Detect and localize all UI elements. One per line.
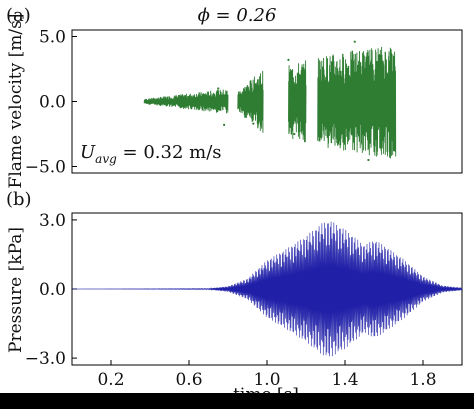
flame-velocity-segment (317, 46, 397, 159)
flame-velocity-peak (367, 158, 370, 162)
panel-b-xtick-label: 0.6 (175, 370, 202, 390)
panel-b-ytick-label: 3.0 (39, 211, 66, 231)
flame-velocity-segment (143, 89, 229, 114)
flame-velocity-segment (237, 70, 264, 133)
flame-velocity-peak (353, 40, 356, 43)
annotation-subscript: avg (95, 152, 117, 166)
panel-b-ylabel: Pressure [kPa] (6, 227, 26, 353)
panel-b-ytick-label: −3.0 (25, 349, 66, 369)
flame-velocity-peak (293, 132, 296, 136)
panel-a: (a) ϕ = 0.26 Flame velocity [m/s] 5.0 0.0… (6, 5, 463, 189)
panel-a-ytick-label: −5.0 (25, 158, 66, 178)
flame-velocity-peak (223, 123, 226, 126)
panel-a-ytick-label: 0.0 (39, 93, 66, 113)
panel-a-ytick-label: 5.0 (39, 28, 66, 48)
annotation-value: = 0.32 m/s (117, 142, 222, 163)
panel-b: (b) Pressure [kPa] 3.0 0.0 −3.0 0.2 0.6 1.0 1… (6, 189, 463, 405)
panel-b-xtick-label: 1.4 (331, 370, 358, 390)
panel-b-xtick-label: 1.0 (253, 370, 280, 390)
flame-velocity-peak (252, 122, 255, 125)
annotation-symbol: U (80, 142, 96, 163)
panel-b-xtick-label: 1.8 (409, 370, 436, 390)
flame-velocity-peak (287, 58, 290, 62)
flame-velocity-segment (288, 60, 307, 143)
flame-velocity-peak (217, 87, 220, 90)
panel-b-label: (b) (6, 189, 32, 210)
panel-b-xtick-label: 0.2 (97, 370, 124, 390)
pressure-trace (72, 221, 463, 357)
panel-a-title: ϕ = 0.26 (198, 5, 277, 26)
panel-a-annotation: Uavg = 0.32 m/s (80, 142, 222, 166)
panel-b-ytick-label: 0.0 (39, 280, 66, 300)
bottom-crop-bar (0, 393, 474, 409)
panel-a-ylabel: Flame velocity [m/s] (6, 14, 26, 189)
panel-a-label: (a) (6, 5, 31, 26)
